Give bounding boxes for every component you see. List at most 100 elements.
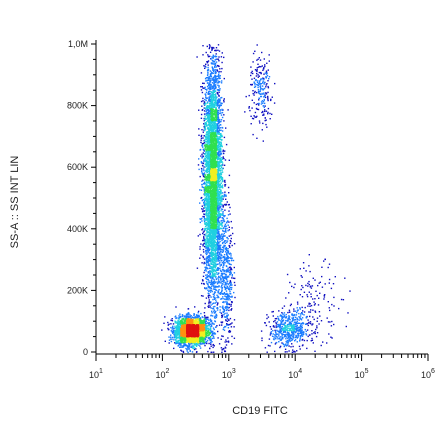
event-point: [226, 258, 228, 260]
event-point: [218, 172, 220, 174]
event-point: [214, 99, 216, 101]
event-point: [284, 351, 286, 353]
event-point: [227, 299, 229, 301]
event-point: [216, 198, 219, 200]
event-point: [225, 253, 228, 255]
event-point: [206, 260, 209, 262]
event-point: [283, 305, 286, 307]
event-point: [267, 97, 269, 99]
event-point: [211, 86, 213, 88]
event-point: [211, 303, 214, 305]
event-point: [214, 90, 217, 92]
event-point: [204, 341, 206, 343]
event-point: [225, 194, 227, 196]
event-point: [224, 283, 226, 285]
event-point: [218, 99, 221, 101]
event-point: [204, 316, 206, 318]
event-point: [234, 284, 236, 286]
event-point: [254, 82, 256, 85]
event-point: [211, 337, 214, 340]
event-point: [164, 340, 166, 342]
event-point: [219, 227, 221, 229]
event-point: [202, 245, 204, 247]
event-point: [203, 173, 205, 176]
event-point: [263, 83, 265, 85]
event-point: [251, 107, 253, 109]
event-point: [192, 346, 194, 348]
event-point: [214, 234, 216, 236]
event-point: [204, 166, 207, 168]
event-point: [208, 220, 210, 222]
event-point: [213, 309, 215, 311]
event-point: [312, 316, 314, 318]
event-point: [311, 333, 313, 335]
event-point: [221, 284, 223, 287]
event-point: [223, 286, 226, 288]
event-point: [292, 332, 294, 334]
event-point: [308, 291, 310, 293]
event-point: [205, 199, 208, 201]
event-point: [212, 307, 214, 310]
event-point: [194, 317, 196, 319]
event-point: [200, 117, 203, 119]
event-point: [221, 219, 223, 222]
event-point: [224, 350, 227, 353]
event-point: [217, 151, 220, 153]
event-point: [218, 50, 221, 52]
event-point: [333, 305, 335, 307]
event-point: [217, 279, 220, 281]
event-point: [201, 145, 203, 147]
event-point: [186, 314, 188, 317]
event-point: [234, 277, 236, 280]
event-point: [215, 252, 217, 254]
event-point: [170, 330, 172, 332]
event-point: [279, 328, 281, 330]
event-point: [213, 85, 215, 87]
event-point: [210, 341, 212, 344]
event-point: [217, 113, 219, 116]
event-point: [292, 329, 294, 331]
event-point: [171, 326, 174, 329]
event-point: [204, 104, 206, 106]
event-point: [259, 83, 261, 86]
event-point: [221, 102, 223, 105]
event-point: [213, 345, 215, 347]
event-point: [211, 48, 214, 50]
event-point: [201, 170, 203, 173]
event-point: [217, 132, 219, 134]
event-point: [225, 259, 227, 261]
event-point: [211, 280, 213, 282]
event-point: [214, 64, 217, 67]
event-point: [284, 315, 286, 317]
event-point: [217, 126, 219, 128]
event-point: [219, 261, 221, 264]
event-point: [203, 319, 205, 322]
event-point: [313, 318, 315, 321]
event-point: [207, 66, 209, 69]
event-point: [207, 78, 210, 80]
event-point: [278, 331, 280, 333]
event-point: [211, 270, 213, 273]
event-point: [191, 346, 193, 348]
event-point: [283, 336, 286, 338]
event-point: [206, 322, 209, 324]
event-point: [219, 141, 221, 143]
event-point: [285, 336, 288, 338]
event-point: [178, 317, 181, 319]
event-point: [221, 274, 223, 276]
event-point: [223, 225, 226, 227]
event-point: [262, 114, 264, 116]
event-point: [256, 81, 259, 84]
event-point: [293, 314, 295, 317]
event-point: [215, 269, 217, 271]
event-point: [299, 268, 301, 270]
event-point: [213, 266, 215, 268]
event-point: [218, 286, 220, 288]
event-point: [212, 99, 214, 101]
event-point: [198, 315, 200, 317]
event-point: [227, 220, 229, 222]
event-point: [208, 206, 210, 208]
event-point: [207, 82, 209, 84]
event-point: [203, 258, 206, 260]
event-point: [214, 288, 216, 290]
